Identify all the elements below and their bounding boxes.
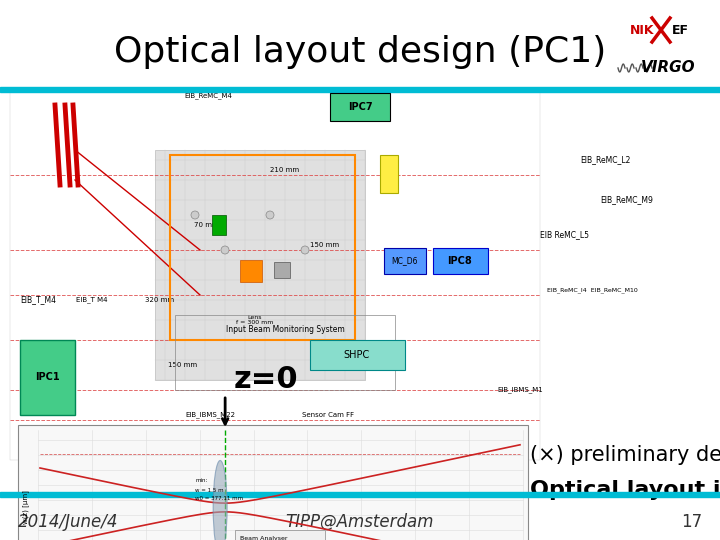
Text: 150 mm: 150 mm <box>310 242 340 248</box>
Text: min:: min: <box>195 478 207 483</box>
Text: 70 mm: 70 mm <box>194 222 218 228</box>
Text: TIPP@Amsterdam: TIPP@Amsterdam <box>286 513 434 531</box>
Text: SHPC: SHPC <box>344 350 370 360</box>
Text: z=0: z=0 <box>233 366 298 395</box>
Text: EIB ReMC_L5: EIB ReMC_L5 <box>540 231 589 240</box>
Ellipse shape <box>221 246 229 254</box>
Text: w0 = 377.11 mm: w0 = 377.11 mm <box>195 496 243 502</box>
Text: (×) preliminary design: (×) preliminary design <box>530 445 720 465</box>
Text: EIB_ReMC_L2: EIB_ReMC_L2 <box>580 156 631 165</box>
Text: EIB_T_M4: EIB_T_M4 <box>20 295 56 305</box>
Text: w(z) [μm]: w(z) [μm] <box>22 490 30 524</box>
Text: IPC7: IPC7 <box>348 102 372 112</box>
Text: Optical layout design (PC1): Optical layout design (PC1) <box>114 35 606 69</box>
Bar <box>20 340 75 415</box>
Bar <box>330 93 390 121</box>
Text: EF: EF <box>672 24 689 37</box>
Text: 210 mm: 210 mm <box>271 167 300 173</box>
Bar <box>0 492 720 497</box>
Text: Optical layout is in progress: Optical layout is in progress <box>530 480 720 500</box>
Bar <box>380 155 398 193</box>
Text: EIB_ReMC_I4  EIB_ReMC_M10: EIB_ReMC_I4 EIB_ReMC_M10 <box>547 287 638 293</box>
Text: IPC1: IPC1 <box>35 372 59 382</box>
Bar <box>170 155 355 340</box>
Text: EIB_IBMS_M1: EIB_IBMS_M1 <box>497 387 543 393</box>
Text: 320 mm: 320 mm <box>145 297 174 303</box>
Bar <box>212 215 226 235</box>
Text: Beam Analyser: Beam Analyser <box>240 536 288 540</box>
Bar <box>235 530 325 540</box>
Text: VIRGO: VIRGO <box>641 60 696 76</box>
Text: Sensor Cam FF: Sensor Cam FF <box>302 412 354 418</box>
Bar <box>310 340 405 370</box>
Bar <box>18 425 528 540</box>
Ellipse shape <box>266 211 274 219</box>
Bar <box>240 260 262 282</box>
Ellipse shape <box>301 246 309 254</box>
Bar <box>10 92 540 460</box>
Bar <box>433 248 488 274</box>
Bar <box>155 150 365 380</box>
Text: 150 mm: 150 mm <box>168 362 197 368</box>
Text: 2014/June/4: 2014/June/4 <box>18 513 119 531</box>
Bar <box>0 87 720 92</box>
Bar <box>384 248 426 274</box>
Text: Input Beam Monitoring System: Input Beam Monitoring System <box>225 326 344 334</box>
Text: MC_D6: MC_D6 <box>392 256 418 266</box>
Bar <box>274 262 290 278</box>
Text: EIB_ReMC_M4: EIB_ReMC_M4 <box>184 93 232 99</box>
Ellipse shape <box>191 211 199 219</box>
Text: 17: 17 <box>681 513 702 531</box>
Text: EIB_T M4: EIB_T M4 <box>76 296 108 303</box>
Text: IPC8: IPC8 <box>448 256 472 266</box>
Text: w = 1.5 m: w = 1.5 m <box>195 489 224 494</box>
Text: EIB_IBMS_M22: EIB_IBMS_M22 <box>185 411 235 418</box>
Ellipse shape <box>213 461 227 540</box>
Text: Lens
f = 300 mm: Lens f = 300 mm <box>236 315 274 326</box>
Text: NIK: NIK <box>630 24 654 37</box>
Text: EIB_ReMC_M9: EIB_ReMC_M9 <box>600 195 653 205</box>
Bar <box>175 315 395 390</box>
